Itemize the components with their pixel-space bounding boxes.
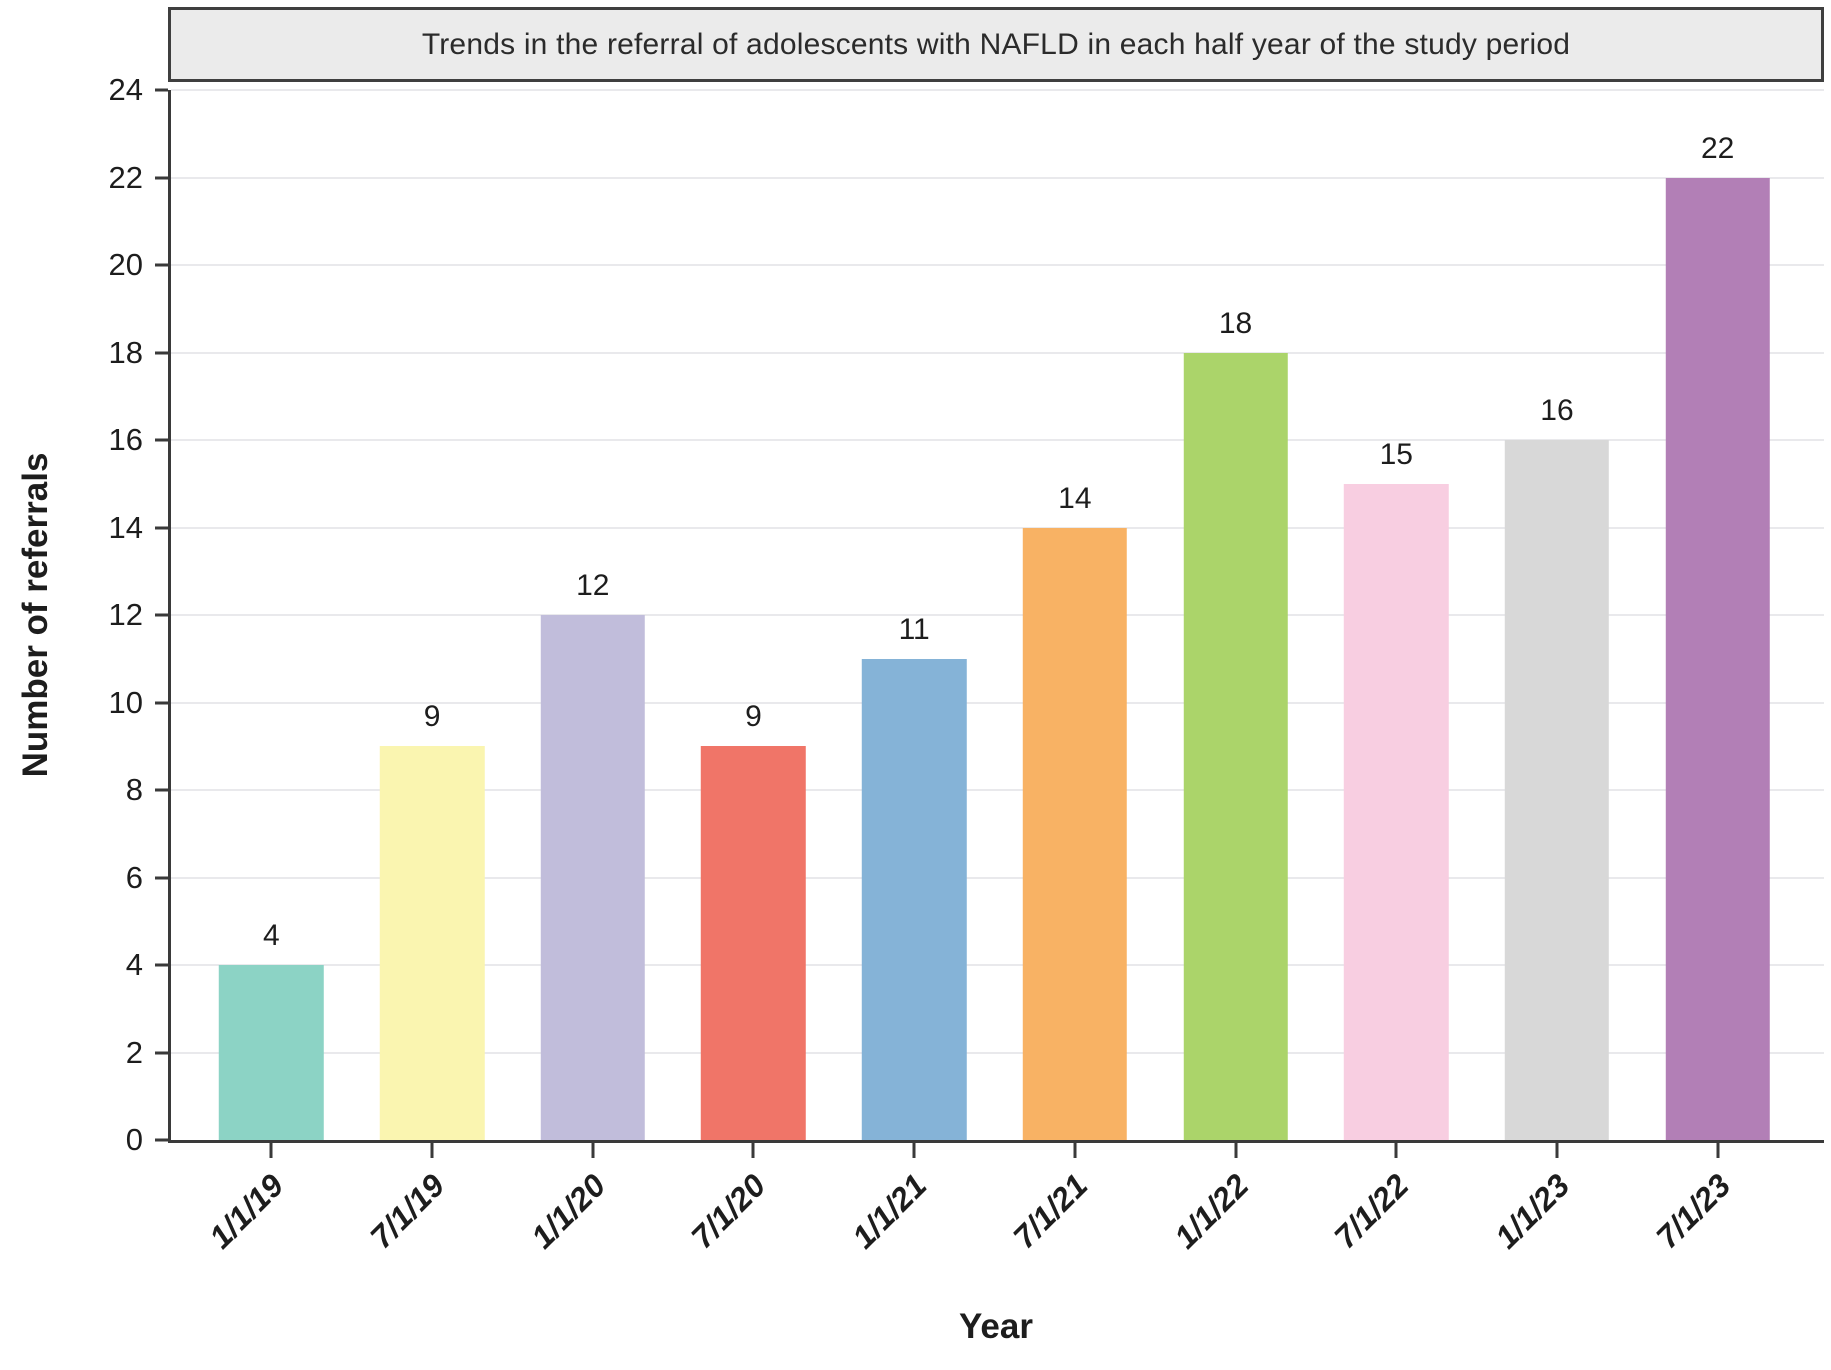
- x-tick-8: [1394, 1143, 1398, 1158]
- y-tick-label-12: 12: [108, 597, 143, 632]
- bar-value-label: 22: [1700, 131, 1735, 165]
- gridline-y-14: [171, 526, 1824, 529]
- bar-value-label: 15: [1379, 437, 1413, 471]
- x-tick-label-1-1-21: 1/1/21: [845, 1167, 934, 1256]
- gridline-y-16: [171, 439, 1824, 441]
- bar-value-label: 4: [263, 919, 280, 953]
- x-tick-4: [751, 1143, 755, 1158]
- x-tick-9: [1555, 1143, 1559, 1158]
- bar-slot-10: 22 7/1/23: [1637, 90, 1798, 1255]
- x-tick-label-1-1-23: 1/1/23: [1488, 1167, 1577, 1256]
- bar-1-1-20: [540, 615, 645, 1140]
- bar-slot-1: 4 1/1/19: [191, 90, 352, 1255]
- bar-value-label: 18: [1218, 306, 1253, 340]
- bar-7-1-23: [1665, 177, 1770, 1140]
- x-tick-label-7-1-21: 7/1/21: [1005, 1167, 1095, 1256]
- x-tick-label-7-1-23: 7/1/23: [1648, 1167, 1738, 1256]
- bar-1-1-23: [1504, 440, 1610, 1140]
- gridline-y-18: [171, 351, 1824, 354]
- gridline-y-2: [171, 1051, 1824, 1054]
- x-tick-2: [430, 1143, 434, 1158]
- x-tick-label-1-1-22: 1/1/22: [1166, 1167, 1256, 1256]
- y-tick-label-4: 4: [125, 947, 143, 982]
- x-tick-label-1-1-19: 1/1/19: [202, 1167, 291, 1256]
- x-tick-1: [269, 1143, 273, 1158]
- bar-value-label: 16: [1540, 394, 1574, 428]
- x-tick-label-1-1-20: 1/1/20: [523, 1167, 613, 1256]
- bar-1-1-22: [1183, 352, 1288, 1140]
- y-tick-18: [155, 351, 168, 354]
- y-tick-4: [155, 963, 168, 967]
- gridline-y-6: [171, 876, 1824, 879]
- y-tick-label-24: 24: [108, 72, 143, 107]
- y-tick-8: [155, 788, 168, 792]
- bar-slot-4: 9 7/1/20: [673, 90, 834, 1255]
- y-tick-label-0: 0: [125, 1122, 143, 1157]
- gridline-y-20: [171, 264, 1824, 266]
- gridline-y-4: [171, 964, 1824, 966]
- y-tick-10: [155, 701, 168, 704]
- bar-1-1-19: [219, 965, 324, 1140]
- y-tick-14: [155, 526, 168, 529]
- y-tick-label-2: 2: [125, 1034, 143, 1070]
- bar-7-1-22: [1344, 483, 1449, 1140]
- bar-slot-3: 12 1/1/20: [512, 90, 673, 1255]
- x-tick-5: [912, 1143, 916, 1158]
- x-tick-label-7-1-19: 7/1/19: [363, 1167, 452, 1256]
- gridline-y-8: [171, 789, 1824, 791]
- y-tick-2: [155, 1051, 168, 1054]
- y-tick-12: [155, 613, 168, 617]
- x-tick-6: [1073, 1143, 1077, 1158]
- y-tick-label-22: 22: [108, 159, 143, 195]
- bar-7-1-19: [379, 746, 485, 1140]
- bar-value-label: 14: [1058, 481, 1092, 515]
- y-tick-20: [155, 263, 168, 267]
- y-tick-label-20: 20: [108, 247, 143, 282]
- bar-slot-5: 11 1/1/21: [834, 90, 995, 1255]
- bar-value-label: 11: [898, 612, 930, 646]
- y-tick-label-8: 8: [125, 772, 143, 807]
- y-tick-label-10: 10: [108, 684, 143, 720]
- plot-area: 0 2 4 6 8 10 12 14 16 18 20 22 24 4 1/1/19 9 7/1/19 12 1/1…: [109, 72, 1824, 1255]
- bar-1-1-21: [861, 658, 967, 1140]
- y-tick-label-6: 6: [125, 859, 143, 895]
- bar-slot-9: 16 1/1/23: [1477, 90, 1638, 1255]
- y-tick-22: [155, 176, 168, 179]
- bar-value-label: 9: [423, 700, 441, 734]
- x-axis-title: Year: [959, 1307, 1033, 1346]
- y-axis-title: Number of referrals: [16, 452, 55, 778]
- bar-7-1-20: [701, 746, 806, 1140]
- y-tick-6: [155, 876, 168, 879]
- y-tick-label-18: 18: [108, 334, 143, 370]
- y-tick-0: [155, 1138, 168, 1142]
- gridline-y-24: [171, 89, 1824, 91]
- bar-value-label: 9: [745, 700, 762, 734]
- bar-slot-6: 14 7/1/21: [995, 90, 1156, 1255]
- gridline-y-12: [171, 614, 1824, 616]
- y-tick-label-14: 14: [108, 509, 143, 545]
- bar-7-1-21: [1022, 527, 1128, 1140]
- gridline-y-10: [171, 701, 1824, 704]
- x-tick-7: [1234, 1143, 1238, 1158]
- bar-slot-7: 18 1/1/22: [1155, 90, 1316, 1255]
- chart-title: Trends in the referral of adolescents wi…: [421, 27, 1571, 61]
- x-tick-10: [1716, 1143, 1720, 1158]
- y-tick-24: [155, 88, 168, 92]
- bar-slot-2: 9 7/1/19: [352, 90, 513, 1255]
- y-tick-16: [155, 438, 168, 442]
- bar-slot-8: 15 7/1/22: [1316, 90, 1477, 1255]
- y-tick-label-16: 16: [108, 422, 143, 457]
- bar-value-label: 12: [576, 569, 610, 602]
- bars-container: 4 1/1/19 9 7/1/19 12 1/1/20 9 7/1/20 11 1/1/21 14 7…: [191, 90, 1798, 1255]
- chart-title-box: Trends in the referral of adolescents wi…: [168, 7, 1824, 82]
- x-tick-label-7-1-22: 7/1/22: [1327, 1167, 1416, 1256]
- x-tick-label-7-1-20: 7/1/20: [684, 1167, 773, 1256]
- gridline-y-22: [171, 176, 1824, 179]
- x-tick-3: [591, 1143, 595, 1158]
